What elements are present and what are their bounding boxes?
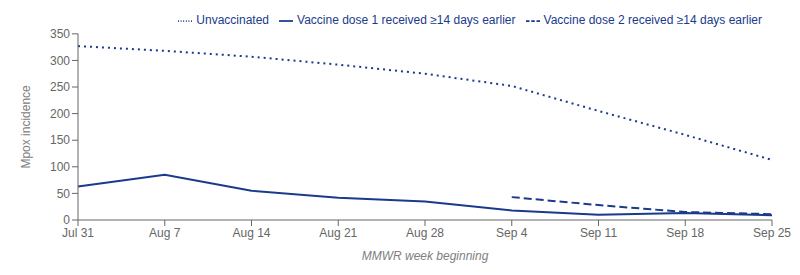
svg-text:0: 0 xyxy=(63,213,70,227)
svg-text:Sep 25: Sep 25 xyxy=(753,226,791,240)
html-text:Vaccine dose 1 received ≥14 da: Vaccine dose 1 received ≥14 days earlier xyxy=(297,13,516,27)
svg-text:Aug 28: Aug 28 xyxy=(406,226,444,240)
svg-text:Aug 14: Aug 14 xyxy=(232,226,270,240)
html-text:Unvaccinated: Unvaccinated xyxy=(196,13,269,27)
svg-text:50: 50 xyxy=(57,187,71,201)
svg-text:300: 300 xyxy=(50,54,70,68)
svg-text:Mpox incidence: Mpox incidence xyxy=(19,85,33,169)
svg-text:Sep 4: Sep 4 xyxy=(496,226,528,240)
svg-text:Jul 31: Jul 31 xyxy=(62,226,94,240)
svg-text:Aug 21: Aug 21 xyxy=(319,226,357,240)
svg-text:MMWR week beginning: MMWR week beginning xyxy=(362,249,489,263)
svg-text:Sep 11: Sep 11 xyxy=(580,226,617,240)
svg-text:200: 200 xyxy=(50,107,70,121)
svg-text:150: 150 xyxy=(50,133,70,147)
svg-text:100: 100 xyxy=(50,160,70,174)
svg-text:250: 250 xyxy=(50,80,70,94)
html-text:Vaccine dose 2 received ≥14 da: Vaccine dose 2 received ≥14 days earlier xyxy=(543,13,762,27)
svg-text:Aug 7: Aug 7 xyxy=(149,226,181,240)
svg-text:Sep 18: Sep 18 xyxy=(666,226,704,240)
svg-text:350: 350 xyxy=(50,27,70,41)
